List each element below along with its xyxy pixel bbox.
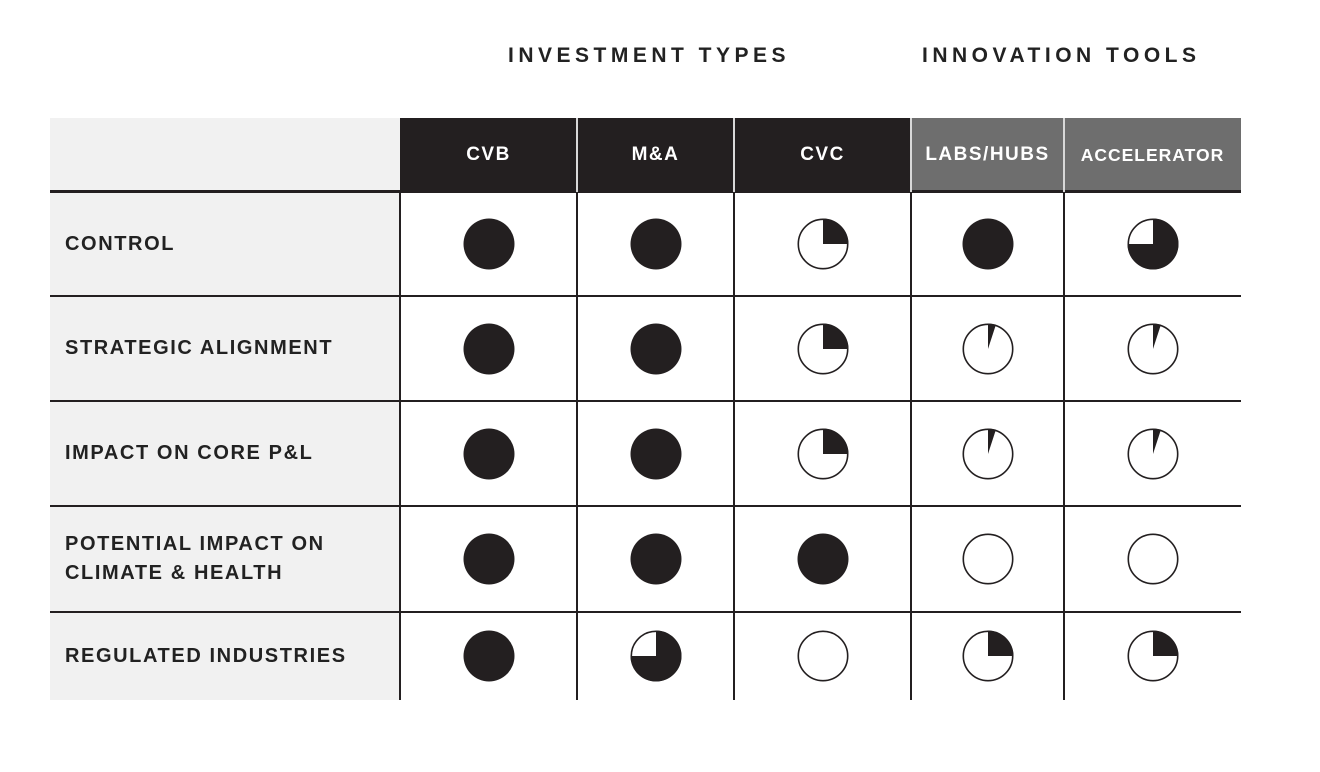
harvey-ball-icon (961, 322, 1014, 375)
harvey-ball-icon (463, 533, 514, 585)
column-header-accelerator: ACCELERATOR (1064, 118, 1241, 192)
row-divider (50, 190, 1241, 193)
harvey-ball-icon (962, 218, 1013, 270)
row-divider (50, 505, 1241, 507)
harvey-ball-icon (961, 533, 1014, 585)
row-label-text: CONTROL (65, 232, 176, 255)
harvey-ball-icon (463, 323, 514, 374)
column-header-m-a: M&A (577, 118, 734, 192)
row-label-text: REGULATED INDUSTRIES (65, 644, 347, 667)
harvey-ball-icon (1126, 427, 1179, 480)
group-label-innovation-tools: INNOVATION TOOLS (922, 44, 1201, 67)
harvey-ball-icon (1126, 322, 1179, 375)
harvey-ball-icon (463, 630, 514, 682)
row-divider (50, 295, 1241, 297)
column-divider (733, 192, 735, 700)
harvey-ball-icon (630, 323, 681, 374)
row-label-impact-on-core-p-l: IMPACT ON CORE P&L (50, 401, 400, 506)
row-label-text: POTENTIAL IMPACT ON CLIMATE & HEALTH (65, 533, 325, 584)
header-blank-cell (50, 118, 400, 192)
harvey-ball-icon (630, 218, 681, 270)
header-divider (733, 118, 735, 192)
harvey-ball-icon (1126, 630, 1179, 682)
harvey-ball-icon (463, 218, 514, 270)
group-label-investment-types: INVESTMENT TYPES (508, 44, 791, 67)
row-divider (50, 611, 1241, 613)
row-label-control: CONTROL (50, 192, 400, 296)
header-divider (1063, 118, 1065, 192)
row-label-text: IMPACT ON CORE P&L (65, 442, 314, 464)
row-label-regulated-industries: REGULATED INDUSTRIES (50, 612, 400, 700)
harvey-ball-icon (961, 427, 1014, 480)
harvey-ball-icon (961, 630, 1014, 682)
column-divider (1063, 192, 1065, 700)
row-divider (50, 400, 1241, 402)
harvey-ball-icon (796, 322, 849, 375)
header-divider (576, 118, 578, 192)
row-label-potential-impact-on-climate-health: POTENTIAL IMPACT ON CLIMATE & HEALTH (50, 506, 400, 612)
harvey-ball-icon (630, 428, 681, 479)
harvey-ball-icon (796, 427, 849, 480)
column-header-labs-hubs: LABS/HUBS (911, 118, 1064, 192)
row-label-text: STRATEGIC ALIGNMENT (65, 337, 334, 359)
column-header-cvc: CVC (734, 118, 911, 192)
harvey-ball-icon (1126, 533, 1179, 585)
header-divider (910, 118, 912, 192)
column-divider (399, 192, 401, 700)
harvey-ball-icon (463, 428, 514, 479)
column-divider (910, 192, 912, 700)
comparison-matrix: CVB M&A CVC LABS/HUBS ACCELERATOR CONTROL STRA… (50, 118, 1241, 700)
harvey-ball-icon (629, 630, 682, 682)
harvey-ball-icon (1126, 218, 1179, 270)
harvey-ball-icon (796, 630, 849, 682)
harvey-ball-icon (797, 533, 848, 585)
row-label-strategic-alignment: STRATEGIC ALIGNMENT (50, 296, 400, 401)
column-divider (576, 192, 578, 700)
harvey-ball-icon (630, 533, 681, 585)
column-header-cvb: CVB (400, 118, 577, 192)
harvey-ball-icon (796, 218, 849, 270)
